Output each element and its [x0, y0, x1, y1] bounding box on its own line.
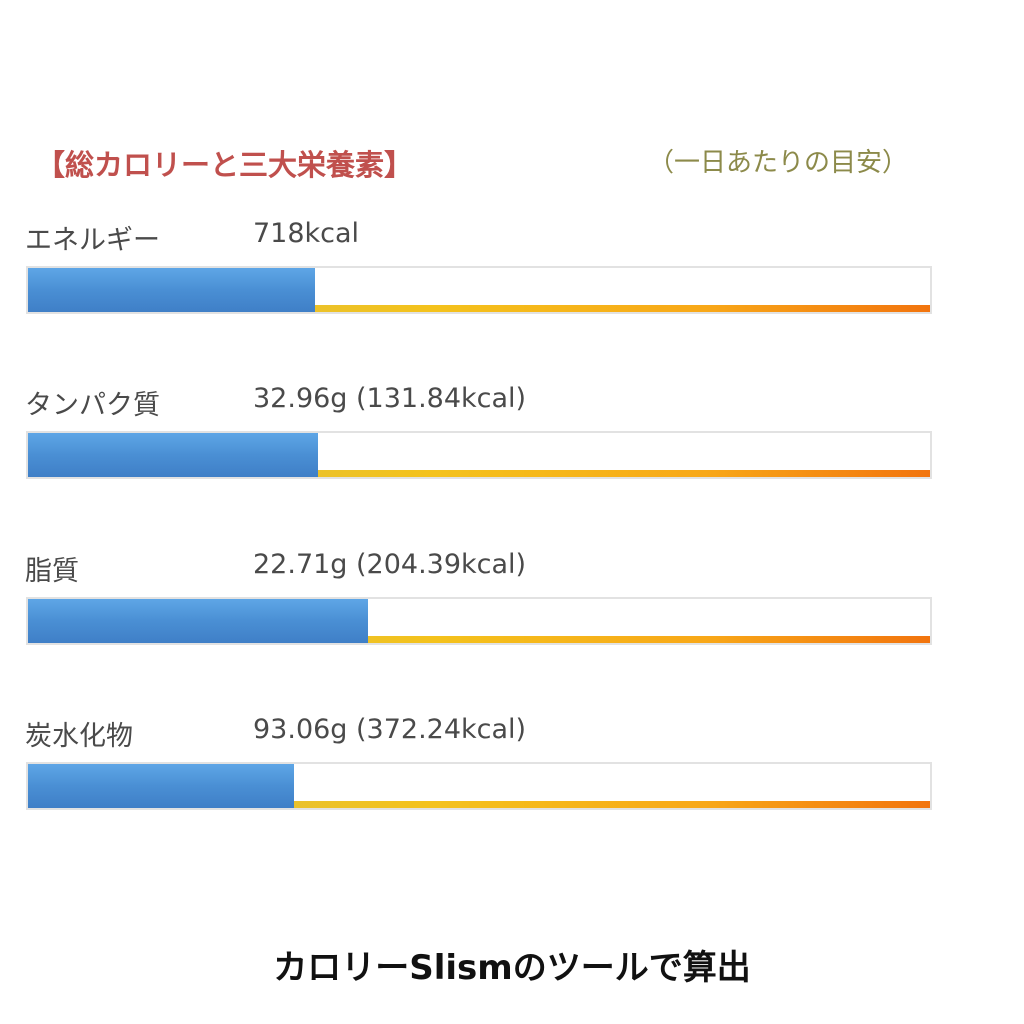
nutrient-value: 718kcal [253, 218, 360, 249]
bar-track [26, 266, 932, 314]
chart-title: 【総カロリーと三大栄養素】 [36, 148, 414, 182]
nutrient-label: 炭水化物 [25, 721, 133, 752]
nutrient-label: 脂質 [25, 556, 79, 587]
chart-subtitle: （一日あたりの目安） [648, 148, 909, 178]
nutrient-row-fat: 脂質 22.71g (204.39kcal) [0, 549, 1024, 669]
nutrient-label: エネルギー [25, 225, 160, 256]
nutrient-value: 93.06g (372.24kcal) [253, 714, 527, 745]
nutrient-row-energy: エネルギー 718kcal [0, 218, 1024, 338]
nutrient-row-protein: タンパク質 32.96g (131.84kcal) [0, 383, 1024, 503]
bar-guide [28, 470, 930, 477]
bar-guide [28, 636, 930, 643]
bar-fill [28, 599, 369, 643]
bar-guide [28, 801, 930, 808]
nutrient-label: タンパク質 [25, 390, 160, 421]
bar-guide [28, 305, 930, 312]
bar-fill [28, 764, 295, 808]
nutrient-value: 32.96g (131.84kcal) [253, 383, 527, 414]
footer-caption: カロリーSlismのツールで算出 [273, 948, 751, 988]
nutrient-value: 22.71g (204.39kcal) [253, 549, 527, 580]
bar-fill [28, 268, 315, 312]
bar-track [26, 597, 932, 645]
nutrient-row-carbohydrate: 炭水化物 93.06g (372.24kcal) [0, 714, 1024, 834]
bar-fill [28, 433, 319, 477]
bar-track [26, 762, 932, 810]
bar-track [26, 431, 932, 479]
